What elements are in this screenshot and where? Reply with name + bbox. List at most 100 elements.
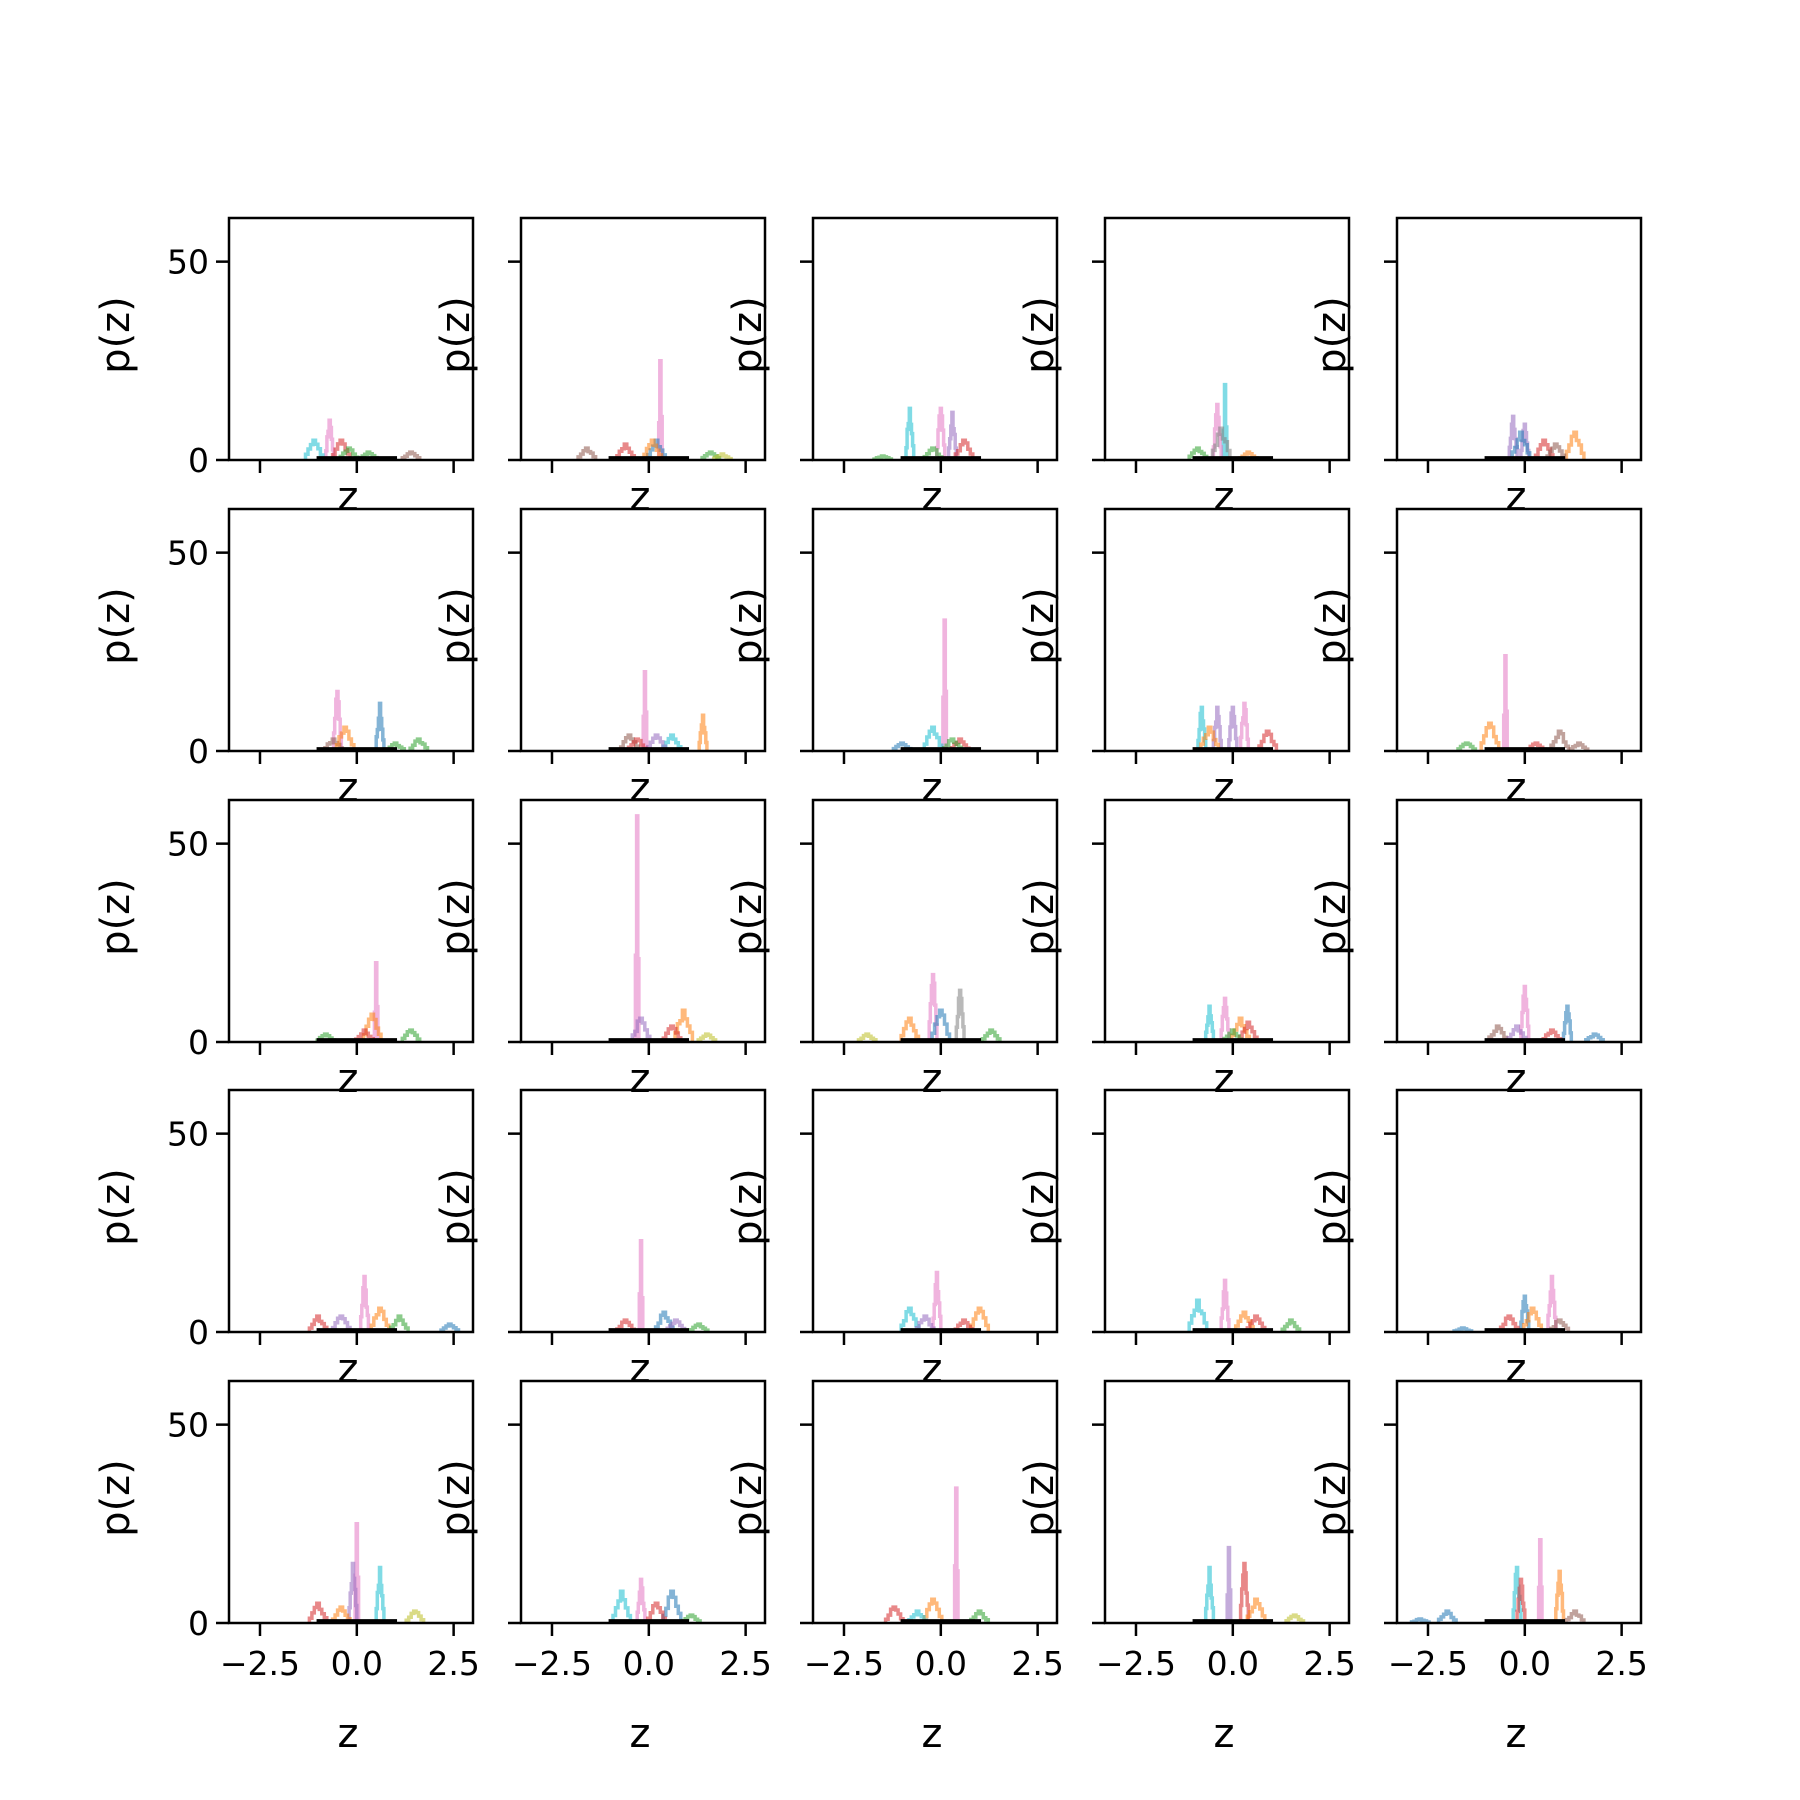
subplot-r3-c1: z p(z) (433, 1088, 767, 1392)
histogram-step (952, 1486, 960, 1623)
y-tick-label: 0 (188, 1023, 209, 1062)
histogram-series (646, 733, 668, 751)
x-axis-label: z (922, 1056, 943, 1102)
histogram-series (1237, 1020, 1259, 1042)
histogram-series (1210, 426, 1232, 460)
subplot-r0-c2: z p(z) (725, 216, 1059, 520)
histogram-step (941, 737, 963, 751)
histogram-series (1187, 1298, 1209, 1332)
histogram-step (1549, 729, 1571, 751)
subplot-r3-c0: 0 50 z p(z) (93, 1088, 475, 1392)
histogram-series (338, 446, 360, 460)
histogram-step (1568, 741, 1590, 751)
histogram-series (1284, 1613, 1306, 1623)
histogram-series (1436, 1609, 1458, 1623)
histogram-series (303, 438, 325, 460)
histogram-step (1510, 430, 1532, 460)
axes-frame (811, 1379, 1059, 1625)
axes-frame (227, 216, 475, 462)
histogram-step (1225, 1545, 1233, 1623)
histogram-series (907, 1609, 929, 1623)
y-axis-label: p(z) (433, 296, 479, 374)
axes-frame (811, 216, 1059, 462)
histogram-series (1456, 741, 1478, 751)
histogram-series (1257, 729, 1279, 751)
axes-frame (1395, 798, 1643, 1044)
histogram-step (1237, 1020, 1259, 1042)
histogram-series (953, 438, 975, 460)
histogram-series (1219, 1278, 1231, 1332)
histogram-series (1280, 1318, 1302, 1332)
histogram-series (946, 410, 959, 460)
histogram-series (899, 1016, 921, 1042)
histogram-series (641, 669, 649, 751)
subplot-r0-c4: z p(z) (1309, 216, 1643, 520)
histogram-step (307, 1314, 329, 1332)
y-tick-label: 0 (188, 1313, 209, 1352)
histogram-step (935, 406, 947, 460)
subplot-r1-c2: z p(z) (725, 507, 1059, 811)
histogram-step (400, 1028, 422, 1042)
x-tick-label: 0.0 (915, 1644, 967, 1683)
histogram-series (615, 1318, 637, 1332)
histogram-series (1584, 1032, 1605, 1042)
x-axis-label: z (1214, 1056, 1235, 1102)
y-axis-label: p(z) (725, 1168, 771, 1246)
histogram-step (1436, 1609, 1458, 1623)
histogram-series (1238, 1561, 1251, 1623)
histogram-series (1211, 402, 1223, 460)
histogram-series (949, 737, 971, 751)
y-tick-label: 50 (167, 1115, 209, 1154)
subplot-r0-c3: z p(z) (1017, 216, 1351, 520)
x-tick-label: 2.5 (1595, 1644, 1647, 1683)
histogram-series (922, 1597, 944, 1623)
axes-frame (227, 798, 475, 1044)
y-axis-label: p(z) (93, 1168, 139, 1246)
y-axis-label: p(z) (1017, 1459, 1063, 1537)
histogram-step (1238, 1561, 1251, 1623)
x-axis-label: z (1214, 1711, 1235, 1757)
histogram-step (641, 669, 649, 751)
y-tick-label: 50 (167, 825, 209, 864)
y-axis-label: p(z) (93, 1459, 139, 1537)
histogram-step (953, 1318, 975, 1332)
x-tick-label: 2.5 (1303, 1644, 1355, 1683)
histogram-series (656, 359, 664, 460)
histogram-step (907, 1609, 929, 1623)
histogram-step (618, 733, 640, 751)
x-axis-label: z (922, 474, 943, 520)
x-tick-label: 2.5 (1011, 1644, 1063, 1683)
histogram-series (1536, 1537, 1544, 1623)
histogram-step (1284, 1613, 1306, 1623)
x-axis-label: z (630, 1056, 651, 1102)
histogram-step (331, 689, 344, 751)
axes-frame (1103, 216, 1351, 462)
y-axis-label: p(z) (433, 1168, 479, 1246)
y-axis-label: p(z) (1017, 587, 1063, 665)
histogram-series (856, 1032, 878, 1042)
histogram-step (615, 442, 637, 460)
histogram-step (969, 1306, 991, 1332)
axes-frame (519, 216, 767, 462)
histogram-step (330, 1605, 352, 1623)
axes-frame (1103, 507, 1351, 753)
histogram-series (688, 1322, 710, 1332)
axes-frame (227, 507, 475, 753)
histogram-step (1245, 1314, 1267, 1332)
subplot-r2-c2: z p(z) (725, 798, 1059, 1102)
histogram-step (899, 1016, 921, 1042)
histogram-series (899, 1306, 921, 1332)
x-axis-label: z (1506, 765, 1527, 811)
subplot-r2-c1: z p(z) (433, 798, 767, 1102)
histogram-step (646, 1601, 668, 1623)
axes-frame (519, 1088, 767, 1334)
subplot-r3-c2: z p(z) (725, 1088, 1059, 1392)
histogram-series (1227, 705, 1239, 751)
histogram-step (1561, 1004, 1574, 1042)
x-tick-label: −2.5 (512, 1644, 592, 1683)
x-axis-label: z (338, 1346, 359, 1392)
histogram-step (688, 1322, 710, 1332)
x-axis-label: z (1506, 474, 1527, 520)
histogram-series (922, 725, 944, 751)
histogram-step (646, 733, 668, 751)
